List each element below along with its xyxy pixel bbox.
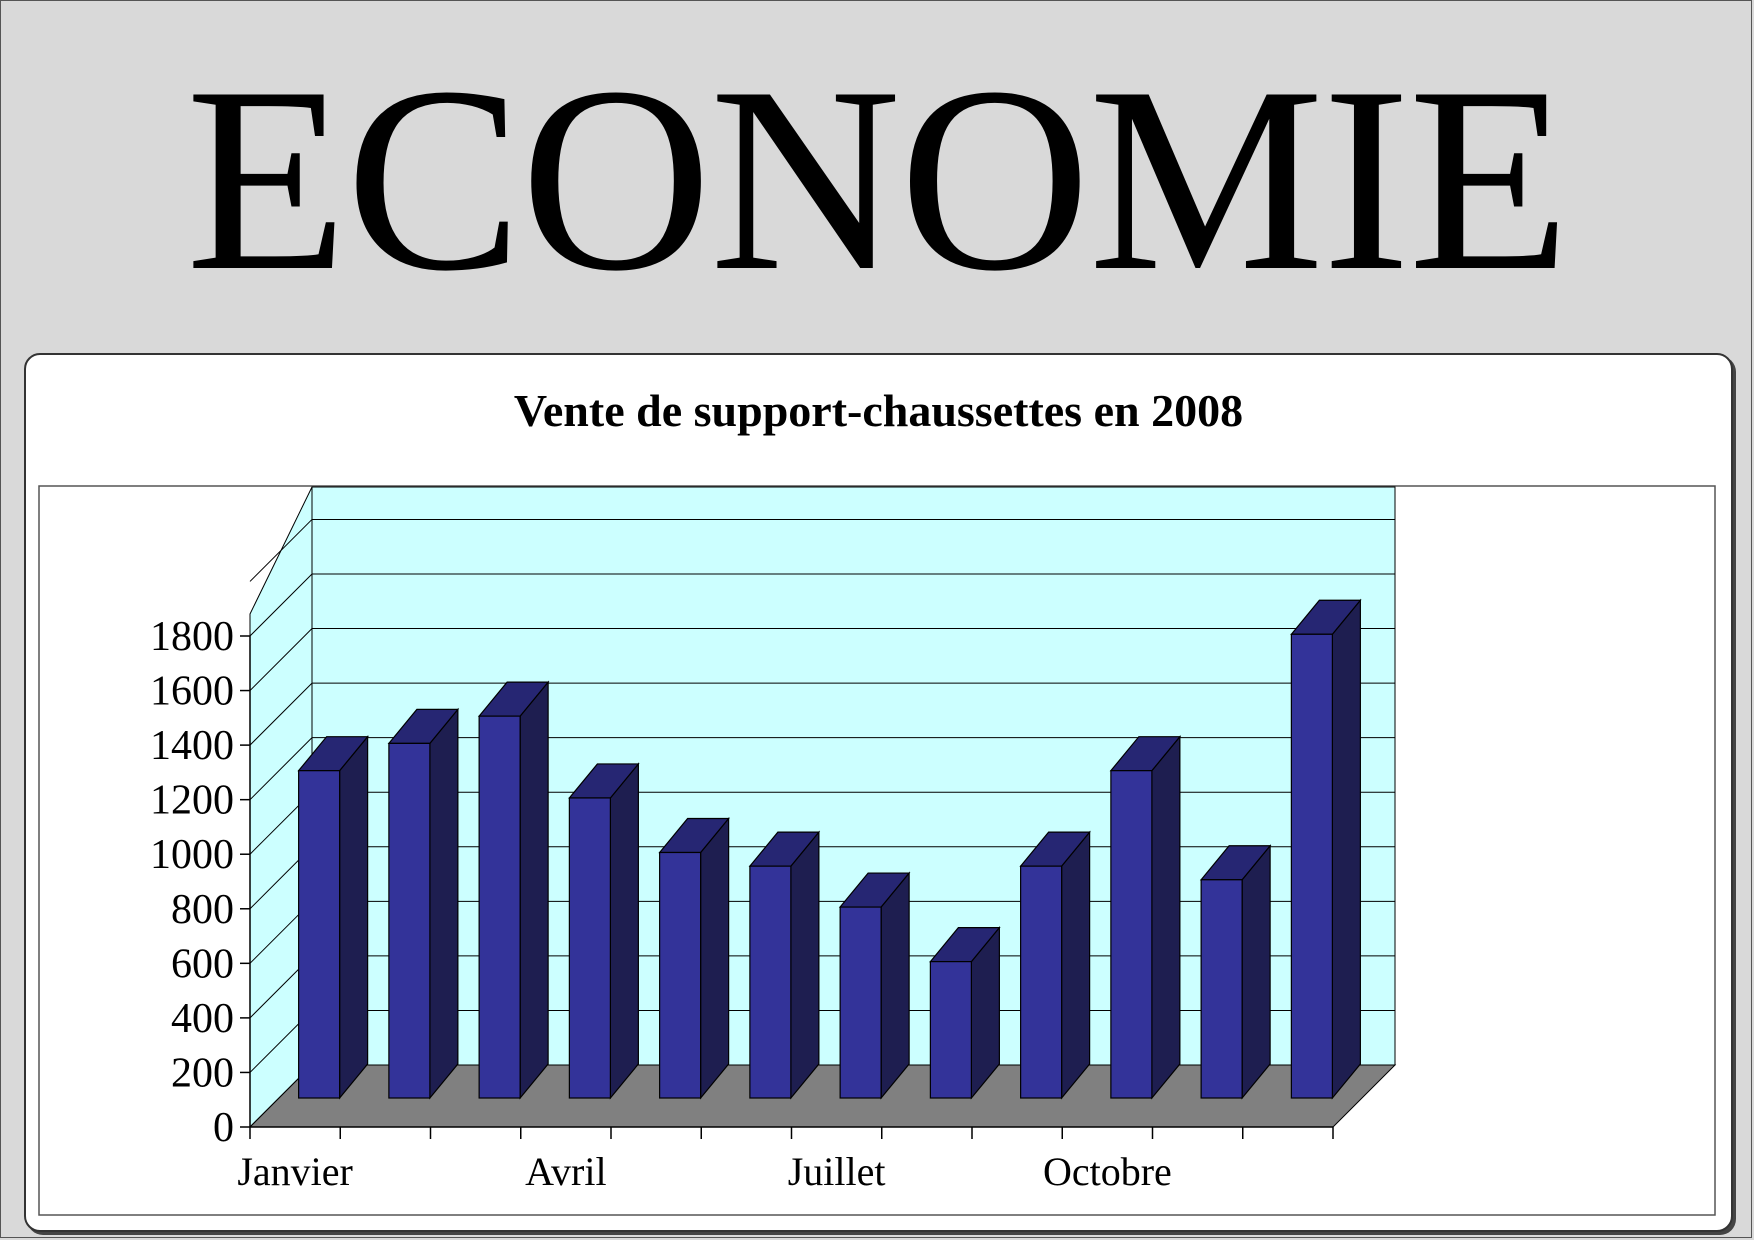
y-tick-label: 1400 <box>150 723 234 769</box>
chart-title: Vente de support-chaussettes en 2008 <box>513 385 1244 436</box>
bar-front <box>478 715 521 1099</box>
bar-front <box>749 865 792 1099</box>
bar <box>838 871 911 1100</box>
bar <box>297 734 369 1100</box>
bar-side <box>700 816 730 1100</box>
y-gridline <box>249 518 1395 582</box>
bar-front <box>1290 633 1333 1099</box>
x-tick-label: Juillet <box>788 1149 886 1194</box>
x-tick-label: Janvier <box>237 1149 353 1194</box>
bar <box>387 707 460 1100</box>
bar <box>568 762 640 1100</box>
y-gridline <box>249 628 1395 691</box>
bar-side <box>519 680 549 1100</box>
y-tick-label: 0 <box>213 1105 234 1151</box>
bar-front <box>929 961 972 1099</box>
bar <box>1109 734 1182 1100</box>
chart-axes <box>240 635 1334 1139</box>
bar-side <box>609 762 639 1100</box>
bar <box>1019 830 1091 1100</box>
bar-front <box>388 742 431 1099</box>
bar-side <box>790 830 820 1100</box>
bar <box>1199 844 1272 1100</box>
x-tick-labels: Janvier Avril Juillet Octobre <box>237 1149 1171 1194</box>
bar <box>1290 598 1362 1100</box>
bar-front <box>1020 865 1063 1099</box>
y-gridline <box>249 682 1395 746</box>
y-tick-labels: 0 200 400 600 800 1000 1200 1400 1600 1800 <box>150 614 234 1151</box>
y-tick-label: 1600 <box>150 669 234 715</box>
y-gridline <box>249 737 1395 801</box>
bar-front <box>1110 770 1153 1099</box>
bar <box>658 816 730 1100</box>
bar-side <box>1331 598 1361 1100</box>
y-tick-label: 1000 <box>150 832 234 878</box>
bar-side <box>880 871 910 1100</box>
bar-front <box>1200 879 1243 1099</box>
y-tick-label: 800 <box>171 887 234 933</box>
bar-side <box>1241 844 1271 1100</box>
y-gridline <box>249 573 1395 637</box>
bar <box>477 680 550 1100</box>
y-tick-label: 1200 <box>150 778 234 824</box>
bar-front <box>298 770 341 1099</box>
bar-front <box>568 797 611 1099</box>
x-tick-label: Octobre <box>1043 1149 1172 1194</box>
chart-plot: 0 200 400 600 800 1000 1200 1400 1600 1800 Janvie… <box>38 485 1716 1216</box>
y-tick-label: 400 <box>171 996 234 1042</box>
bar <box>748 830 821 1100</box>
chart-bars <box>297 598 1362 1100</box>
y-tick-label: 200 <box>171 1050 234 1096</box>
bar <box>929 925 1001 1100</box>
bar-side <box>339 734 369 1100</box>
bar-side <box>1061 830 1091 1100</box>
x-tick-label: Avril <box>525 1149 606 1194</box>
bar-front <box>839 906 882 1099</box>
bar-front <box>659 851 702 1099</box>
bar-side <box>1151 734 1181 1100</box>
y-tick-label: 600 <box>171 941 234 987</box>
page-headline: ECONOMIE <box>185 33 1571 326</box>
bar-side <box>429 707 459 1100</box>
y-tick-label: 1800 <box>150 614 234 660</box>
